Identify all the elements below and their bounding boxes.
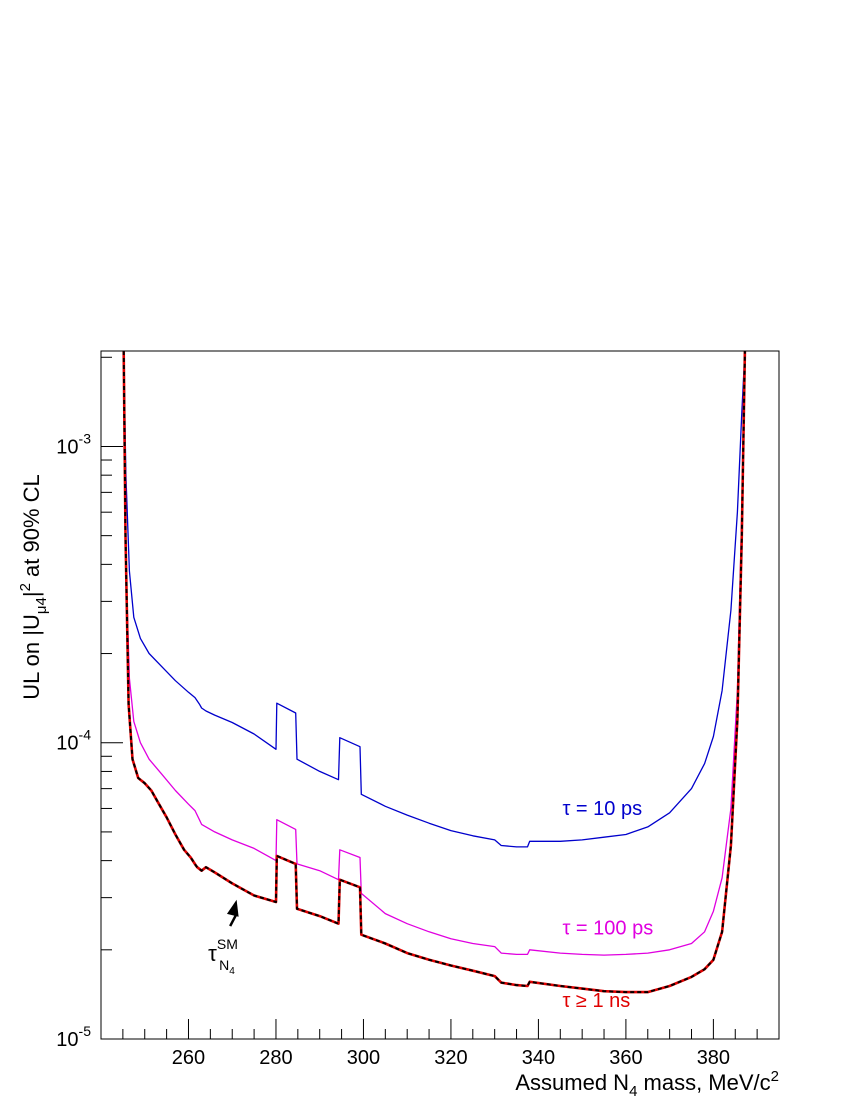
arrow-head bbox=[226, 899, 239, 917]
x-tick-label: 360 bbox=[609, 1047, 642, 1069]
series-annotation: τ ≥ 1 ns bbox=[562, 990, 630, 1012]
x-tick-label: 280 bbox=[259, 1047, 292, 1069]
y-axis: 10-5 10-4 10-3 bbox=[56, 356, 123, 1051]
series-layer bbox=[122, 350, 747, 994]
x-tick-label: 260 bbox=[172, 1047, 205, 1069]
annotations-layer: τ = 10 ps τ = 100 ps τ ≥ 1 ns τSM N4 bbox=[208, 798, 653, 1012]
y-tick-label: 10-5 bbox=[56, 1023, 91, 1051]
y-axis-label: UL on |Uμ4|2 at 90% CL bbox=[17, 474, 50, 700]
x-axis: 260 280 300 320 340 360 380 bbox=[122, 1019, 758, 1069]
series-line-1 bbox=[123, 350, 746, 848]
tau-sm-label: τSM N4 bbox=[208, 936, 238, 977]
series-annotation: τ = 100 ps bbox=[562, 918, 653, 940]
x-tick-label: 320 bbox=[434, 1047, 467, 1069]
y-tick-label: 10-3 bbox=[56, 430, 91, 458]
x-tick-label: 300 bbox=[347, 1047, 380, 1069]
x-tick-label: 380 bbox=[697, 1047, 730, 1069]
x-tick-label: 340 bbox=[522, 1047, 555, 1069]
series-annotation: τ = 10 ps bbox=[562, 798, 642, 820]
series-line-4 bbox=[122, 350, 746, 994]
x-axis-label: Assumed N4 mass, MeV/c2 bbox=[515, 1068, 779, 1100]
y-tick-label: 10-4 bbox=[56, 727, 91, 755]
plot-frame bbox=[100, 350, 780, 1040]
